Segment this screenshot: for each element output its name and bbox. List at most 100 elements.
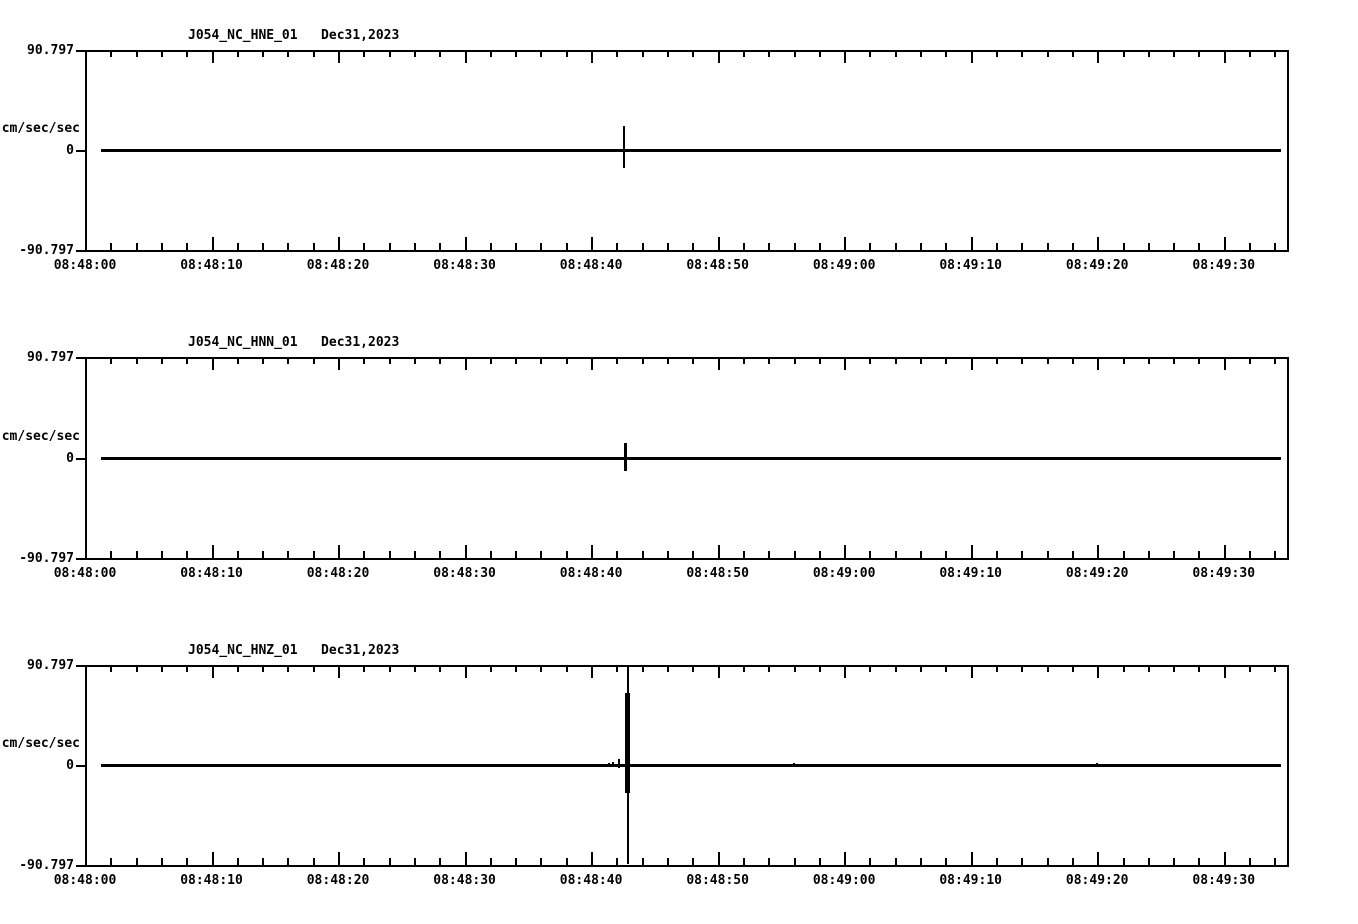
waveform-spike [792,763,795,766]
x-tick-major [970,357,973,370]
x-tick-minor [818,858,821,865]
y-axis-line [85,50,87,250]
x-tick-minor [439,551,442,558]
waveform-trace [101,456,1281,460]
x-tick-minor [388,551,391,558]
x-tick-minor [160,357,163,364]
x-tick-label: 08:49:00 [812,258,876,273]
panel-title: J054_NC_HNZ_01 Dec31,2023 [188,643,400,658]
x-tick-minor [995,243,998,250]
x-tick-minor [793,243,796,250]
x-tick-label: 08:48:10 [180,258,243,273]
x-tick-major [970,545,973,558]
x-tick-minor [667,665,670,672]
y-tick-zero-label: 0 [66,143,74,158]
x-tick-major [338,357,341,370]
x-tick-minor [363,243,366,250]
x-tick-major [338,50,341,63]
x-tick-minor [413,50,416,57]
waveform-trace [101,764,1281,767]
x-tick-minor [1249,357,1252,364]
x-tick-major [1223,50,1226,63]
x-tick-label: 08:48:40 [559,873,623,888]
x-tick-minor [1198,243,1201,250]
x-tick-major [717,237,720,250]
x-tick-minor [1147,243,1150,250]
x-tick-major [85,545,87,558]
x-tick-minor [312,665,315,672]
x-tick-minor [1274,50,1277,57]
x-tick-minor [1173,858,1176,865]
waveform-spike [624,693,630,793]
y-tick-max [76,50,85,52]
x-tick-minor [515,665,518,672]
x-tick-major [844,545,847,558]
x-tick-label: 08:48:30 [433,566,496,581]
x-tick-minor [920,665,923,672]
x-tick-minor [641,665,644,672]
x-tick-minor [641,551,644,558]
x-tick-major [1097,357,1100,370]
plot-right-border [1287,50,1289,250]
x-tick-minor [489,858,492,865]
x-tick-minor [1046,665,1049,672]
x-tick-minor [1071,551,1074,558]
x-tick-minor [565,551,568,558]
plot-right-border [1287,665,1289,865]
x-tick-label: 08:48:10 [180,566,243,581]
x-tick-minor [1122,50,1125,57]
x-tick-major [717,545,720,558]
x-tick-minor [110,243,113,250]
x-tick-minor [135,858,138,865]
x-tick-minor [945,50,948,57]
x-tick-major [85,852,87,865]
x-tick-label: 08:49:20 [1065,873,1129,888]
x-tick-label: 08:49:30 [1192,873,1256,888]
x-tick-minor [869,551,872,558]
x-tick-minor [818,243,821,250]
x-tick-minor [793,665,796,672]
x-tick-minor [1122,243,1125,250]
x-tick-minor [565,858,568,865]
x-tick-minor [894,357,897,364]
x-tick-major [211,237,214,250]
x-tick-major [591,852,594,865]
x-tick-minor [287,858,290,865]
x-tick-major [844,50,847,63]
x-tick-label: 08:48:20 [306,258,370,273]
x-tick-minor [1071,665,1074,672]
x-tick-minor [1249,551,1252,558]
x-tick-minor [565,357,568,364]
x-tick-minor [363,357,366,364]
x-tick-major [591,665,594,678]
x-tick-minor [135,551,138,558]
x-tick-minor [110,50,113,57]
x-tick-major [464,852,467,865]
x-tick-major [338,665,341,678]
y-tick-max-label: 90.797 [27,350,74,365]
x-tick-minor [1071,357,1074,364]
x-tick-minor [1071,243,1074,250]
x-tick-minor [920,357,923,364]
x-tick-minor [388,665,391,672]
x-tick-minor [768,858,771,865]
x-tick-minor [515,858,518,865]
x-axis-top-line [85,50,1289,52]
x-tick-label: 08:49:00 [812,873,876,888]
x-tick-minor [489,50,492,57]
y-tick-min-label: -90.797 [19,243,74,258]
y-tick-zero-label: 0 [66,450,74,466]
x-tick-minor [186,551,189,558]
x-tick-major [1223,237,1226,250]
y-tick-min [76,250,85,252]
x-tick-minor [945,357,948,364]
x-tick-minor [818,357,821,364]
x-tick-minor [995,357,998,364]
x-axis-top-line [85,665,1289,667]
x-tick-minor [565,665,568,672]
x-tick-minor [1249,243,1252,250]
